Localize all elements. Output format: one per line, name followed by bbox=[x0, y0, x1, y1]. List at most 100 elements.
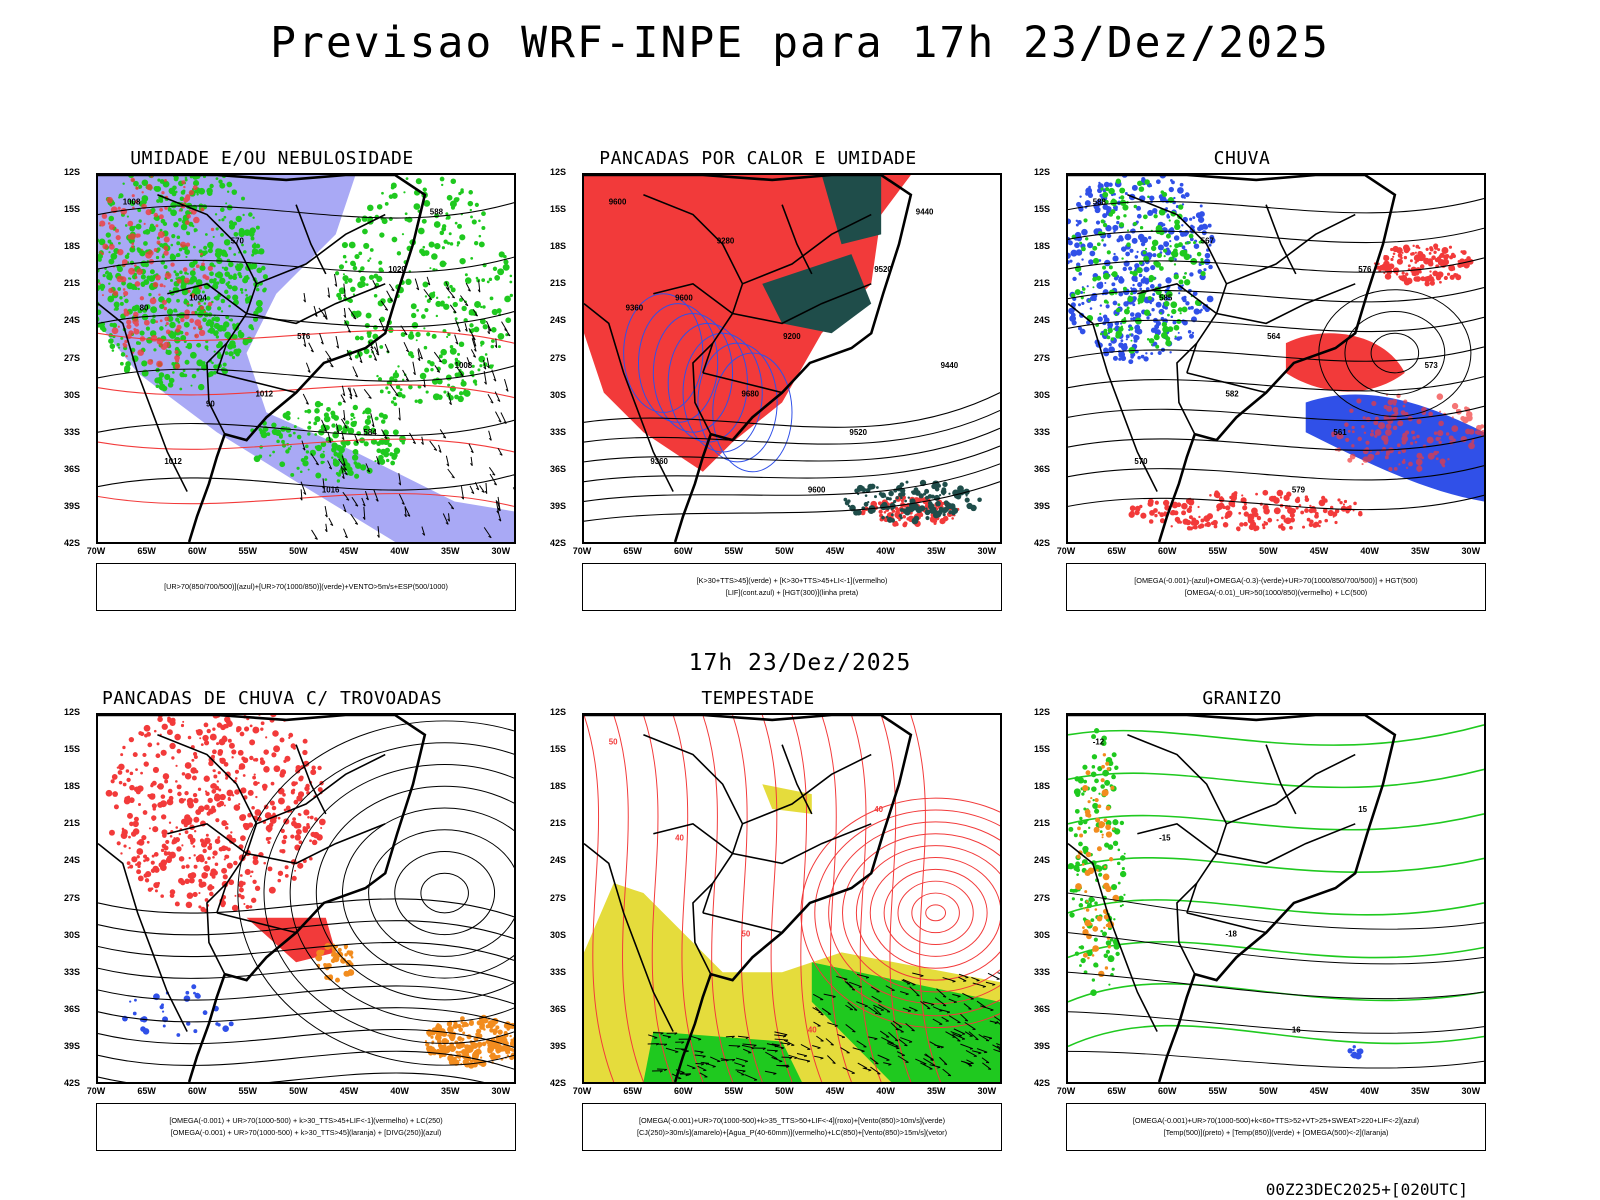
lat-tick-label: 42S bbox=[1034, 538, 1051, 548]
panel-title: GRANIZO bbox=[1202, 688, 1282, 709]
forecast-map bbox=[96, 713, 516, 1084]
contour-label: 9440 bbox=[916, 208, 934, 217]
lat-tick-label: 21S bbox=[64, 818, 81, 829]
lon-tick-label: 40W bbox=[1360, 1086, 1379, 1096]
lon-tick-label: 55W bbox=[238, 546, 258, 556]
contour-label: -12 bbox=[1093, 738, 1105, 747]
lon-tick-label: 50W bbox=[289, 1086, 308, 1096]
legend-line: [OMEGA(-0.001)+UR>70(1000-500)+k>35_TTS>… bbox=[638, 1116, 946, 1125]
contour-label: 9600 bbox=[609, 198, 627, 207]
lat-tick-label: 42S bbox=[64, 1078, 81, 1088]
lat-tick-label: 33S bbox=[64, 966, 81, 977]
panel-legend: [OMEGA(-0.001)+UR>70(1000-500)+k<60+TTS>… bbox=[1066, 1103, 1486, 1151]
contour-label: 1008 bbox=[455, 361, 473, 370]
lon-tick-label: 50W bbox=[1259, 546, 1278, 556]
contour-label: 582 bbox=[1225, 390, 1239, 399]
panel-legend: [UR>70(850/700/500)](azul)+[UR>70(1000/8… bbox=[96, 563, 516, 611]
legend-line: [OMEGA(-0.01)_UR>50(1000/850)(vermelho) … bbox=[1184, 588, 1368, 597]
legend-line: [K>30+TTS>45](verde) + [K>30+TTS>45+LI<-… bbox=[696, 576, 888, 585]
contour-label: 9600 bbox=[675, 294, 693, 303]
footer-run-label: 00Z23DEC2025+[020UTC] bbox=[1265, 1180, 1468, 1199]
panel-tempestade: TEMPESTADE 50 40 50 40 40 12S 15S 18S 21S 24S 27S 30… bbox=[538, 688, 1002, 1158]
lon-tick-label: 70W bbox=[1056, 1086, 1076, 1096]
lon-tick-label: 60W bbox=[187, 1086, 207, 1096]
lon-tick-label: 30W bbox=[491, 1086, 511, 1096]
lon-tick-label: 50W bbox=[775, 1086, 794, 1096]
lat-tick-label: 18S bbox=[550, 241, 567, 252]
lat-tick-label: 30S bbox=[1034, 389, 1051, 400]
contour-label: 40 bbox=[808, 1026, 817, 1035]
lat-tick-label: 12S bbox=[1034, 167, 1051, 177]
panel-trovoadas: PANCADAS DE CHUVA C/ TROVOADAS 12S 15S 18S 2… bbox=[52, 688, 516, 1158]
lat-tick-label: 27S bbox=[1034, 352, 1051, 363]
lon-tick-label: 45W bbox=[1309, 546, 1329, 556]
lat-tick-label: 15S bbox=[550, 744, 567, 755]
lat-tick-label: 18S bbox=[64, 241, 81, 252]
lon-tick-label: 70W bbox=[86, 546, 106, 556]
lat-tick-label: 21S bbox=[1034, 278, 1051, 289]
contour-label: 9520 bbox=[849, 428, 867, 437]
legend-line: [OMEGA(-0.001)-(azul)+OMEGA(-0.3)-(verde… bbox=[1134, 576, 1418, 585]
lat-tick-label: 12S bbox=[550, 167, 567, 177]
lon-tick-label: 65W bbox=[137, 1086, 156, 1096]
lat-tick-label: 33S bbox=[550, 426, 567, 437]
contour-label: 579 bbox=[1292, 486, 1306, 495]
panel-umidade: UMIDADE E/OU NEBULOSIDADE 1008 1004 1012 101… bbox=[52, 148, 516, 618]
lon-tick-label: 40W bbox=[876, 546, 895, 556]
lat-tick-label: 33S bbox=[64, 426, 81, 437]
lat-tick-label: 36S bbox=[550, 463, 567, 474]
lon-tick-label: 55W bbox=[724, 546, 744, 556]
contour-label: 9600 bbox=[808, 486, 826, 495]
lat-tick-label: 18S bbox=[1034, 781, 1051, 792]
lon-tick-label: 40W bbox=[390, 546, 409, 556]
lon-tick-label: 30W bbox=[1461, 546, 1481, 556]
lat-tick-label: 36S bbox=[1034, 463, 1051, 474]
lat-tick-label: 24S bbox=[64, 855, 81, 866]
contour-label: 567 bbox=[1201, 236, 1215, 245]
lon-tick-label: 55W bbox=[1208, 1086, 1228, 1096]
lat-tick-label: 39S bbox=[64, 1040, 81, 1051]
lon-tick-label: 30W bbox=[977, 546, 997, 556]
lon-tick-label: 55W bbox=[724, 1086, 744, 1096]
lat-tick-label: 12S bbox=[64, 707, 81, 717]
panel-title: TEMPESTADE bbox=[701, 688, 815, 709]
lat-tick-label: 42S bbox=[550, 1078, 567, 1088]
contour-label: 9280 bbox=[717, 236, 735, 245]
contour-label: -15 bbox=[1159, 834, 1171, 843]
contour-label: 584 bbox=[363, 428, 377, 437]
lon-tick-label: 60W bbox=[187, 546, 207, 556]
lat-tick-label: 21S bbox=[1034, 818, 1051, 829]
lat-tick-label: 39S bbox=[550, 500, 567, 511]
lat-tick-label: 24S bbox=[550, 315, 567, 326]
lat-tick-label: 18S bbox=[64, 781, 81, 792]
lon-tick-label: 55W bbox=[238, 1086, 258, 1096]
contour-label: 40 bbox=[675, 834, 684, 843]
lat-tick-label: 42S bbox=[1034, 1078, 1051, 1088]
panel-pancadas_calor: PANCADAS POR CALOR E UMIDADE 9600 9600 9680… bbox=[538, 148, 1002, 618]
lon-tick-label: 35W bbox=[440, 546, 460, 556]
panel-chuva: CHUVA 588 585 582 579 576 573 570 567 564 561 12S 15… bbox=[1022, 148, 1486, 618]
contour-label: 9680 bbox=[741, 390, 759, 399]
legend-line: [Temp(500)](preto) + [Temp(850)](verde) … bbox=[1163, 1128, 1389, 1137]
lon-tick-label: 35W bbox=[440, 1086, 460, 1096]
lat-tick-label: 33S bbox=[1034, 966, 1051, 977]
panel-legend: [OMEGA(-0.001) + UR>70(1000-500) + k>30_… bbox=[96, 1103, 516, 1151]
contour-label: 1016 bbox=[322, 486, 340, 495]
lat-tick-label: 15S bbox=[64, 204, 81, 215]
contour-label: 80 bbox=[140, 304, 149, 313]
forecast-map: 1008 1004 1012 1016 1020 1008 1012 570 576 584 588… bbox=[96, 173, 516, 544]
lon-tick-label: 70W bbox=[1056, 546, 1076, 556]
lat-tick-label: 12S bbox=[64, 167, 81, 177]
lon-tick-label: 70W bbox=[572, 546, 592, 556]
lon-tick-label: 45W bbox=[825, 1086, 845, 1096]
lat-tick-label: 18S bbox=[550, 781, 567, 792]
lon-tick-label: 45W bbox=[1309, 1086, 1329, 1096]
panel-title: UMIDADE E/OU NEBULOSIDADE bbox=[130, 148, 414, 169]
contour-label: 1008 bbox=[123, 198, 141, 207]
legend-line: [LIF](cont.azul) + [HGT(300)](linha pret… bbox=[725, 588, 859, 597]
mid-time-label: 17h 23/Dez/2025 bbox=[688, 650, 912, 676]
contour-label: 9360 bbox=[626, 304, 644, 313]
forecast-map: 588 585 582 579 576 573 570 567 564 561 bbox=[1066, 173, 1486, 544]
lat-tick-label: 39S bbox=[64, 500, 81, 511]
forecast-map: 9600 9600 9680 9600 9520 9440 9360 9280 9200 9520… bbox=[582, 173, 1002, 544]
